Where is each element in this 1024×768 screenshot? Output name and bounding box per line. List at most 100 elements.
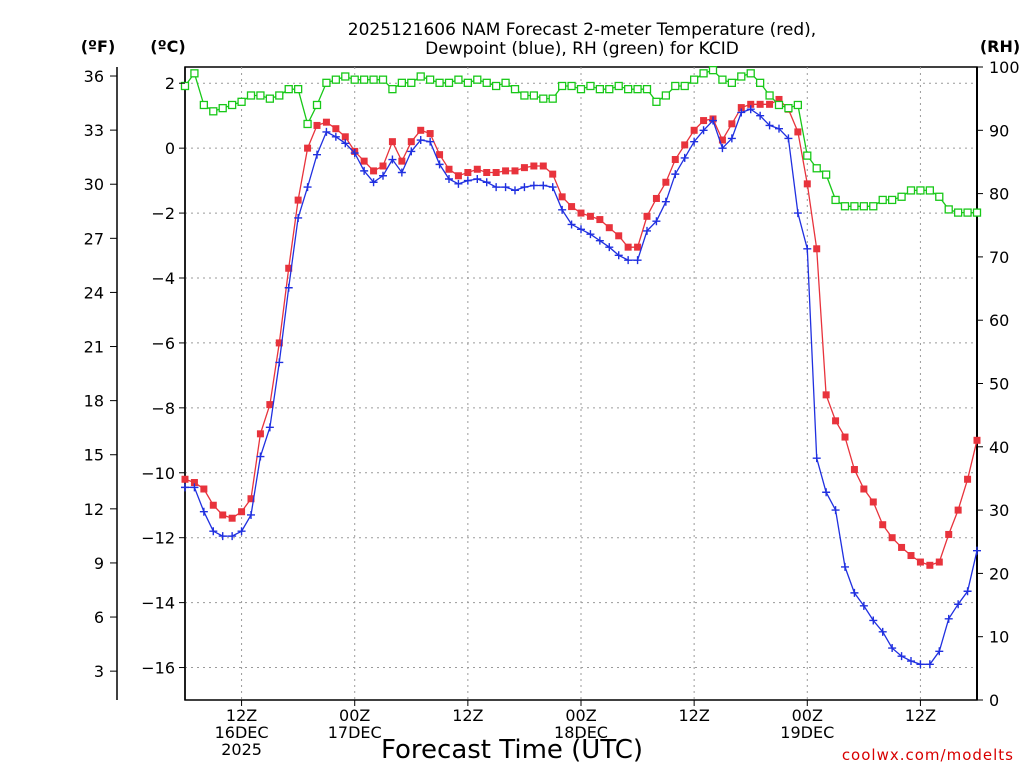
- temperature-point: [841, 433, 849, 441]
- rh-tick-label: 30: [989, 501, 1009, 520]
- rh-tick-label: 60: [989, 311, 1009, 330]
- rh-point: [407, 78, 416, 87]
- rh-point: [397, 78, 407, 87]
- temperature-point: [464, 169, 472, 176]
- temperature-point: [747, 100, 755, 108]
- temperature-point: [577, 209, 585, 217]
- rh-point: [256, 91, 265, 100]
- rh-point: [812, 164, 821, 173]
- rh-point: [209, 107, 218, 116]
- plot-area: [116, 66, 982, 701]
- dewpoint-point: [661, 197, 670, 206]
- dewpoint-point: [397, 168, 406, 177]
- rh-tick-label: 0: [989, 691, 999, 710]
- rh-point: [869, 202, 878, 211]
- temperature-point: [718, 136, 726, 144]
- rh-point: [218, 103, 227, 113]
- rh-point: [378, 75, 388, 84]
- temperature-point: [228, 514, 236, 522]
- rh-point: [652, 97, 661, 106]
- temperature-point: [247, 495, 255, 503]
- rh-point: [671, 81, 680, 91]
- rh-point: [859, 202, 869, 211]
- dewpoint-point: [190, 483, 199, 492]
- x-tick-label: 19DEC: [780, 723, 834, 742]
- temperature-point: [539, 162, 547, 170]
- rh-point: [425, 75, 435, 84]
- fahrenheit-tick-label: 18: [84, 392, 104, 411]
- dewpoint-point: [379, 171, 387, 180]
- rh-point: [793, 100, 803, 110]
- dewpoint-point: [181, 483, 189, 492]
- temperature-point: [190, 479, 198, 487]
- dewpoint-point: [595, 236, 604, 245]
- rh-point: [765, 91, 774, 100]
- rh-point: [708, 66, 718, 75]
- temperature-series: [181, 95, 981, 569]
- temperature-point: [794, 128, 802, 136]
- chart-subtitle: Dewpoint (blue), RH (green) for KCID: [425, 39, 739, 59]
- dewpoint-point: [426, 137, 435, 146]
- dewpoint-point: [388, 155, 397, 164]
- x-tick-label: 12Z: [452, 706, 483, 725]
- rh-point: [341, 72, 350, 81]
- dewpoint-point: [624, 256, 633, 265]
- dewpoint-point: [699, 126, 708, 135]
- rh-point: [350, 75, 359, 84]
- temperature-point: [624, 243, 632, 251]
- rh-point: [642, 85, 652, 94]
- rh-point: [699, 69, 708, 78]
- temperature-point: [860, 485, 868, 493]
- x-tick-label: 00Z: [339, 706, 370, 725]
- rh-point: [275, 91, 284, 100]
- x-tick-label: 12Z: [905, 706, 936, 725]
- temperature-point: [586, 212, 594, 220]
- fahrenheit-tick-label: 30: [84, 175, 104, 194]
- temperature-point: [652, 194, 660, 202]
- temperature-point: [728, 120, 736, 128]
- rh-point: [633, 85, 642, 94]
- dewpoint-point: [765, 121, 774, 130]
- gridlines: [185, 67, 977, 700]
- rh-point: [190, 69, 199, 78]
- dewpoint-point: [529, 181, 538, 190]
- dewpoint-point: [784, 134, 793, 143]
- temperature-point: [690, 126, 698, 134]
- dewpoint-point: [812, 454, 821, 463]
- rh-point: [850, 202, 859, 211]
- dewpoint-point: [492, 183, 501, 192]
- dewpoint-point: [859, 601, 868, 610]
- temperature-point: [407, 138, 415, 146]
- dewpoint-point: [265, 423, 274, 432]
- dewpoint-point: [284, 283, 293, 292]
- dewpoint-point: [218, 532, 227, 541]
- rh-point: [595, 85, 605, 94]
- temperature-point: [568, 203, 576, 211]
- dewpoint-point: [643, 226, 651, 235]
- dewpoint-point: [954, 600, 963, 609]
- temperature-point: [850, 466, 858, 474]
- temperature-point: [502, 167, 510, 175]
- fahrenheit-tick-label: 21: [84, 338, 104, 357]
- dewpoint-point: [756, 111, 765, 120]
- celsius-tick-label: −4: [151, 269, 175, 288]
- rh-point: [416, 72, 425, 81]
- rh-point: [840, 202, 850, 211]
- rh-point: [737, 72, 746, 81]
- temperature-point: [322, 118, 330, 126]
- fahrenheit-tick-label: 33: [84, 121, 104, 140]
- fahrenheit-tick-label: 9: [94, 554, 104, 573]
- rh-point: [661, 91, 671, 100]
- rh-point: [567, 81, 576, 91]
- temperature-point: [417, 126, 425, 134]
- x-tick-label: 00Z: [792, 706, 823, 725]
- dewpoint-point: [690, 137, 699, 146]
- rh-tick-label: 70: [989, 248, 1009, 267]
- temperature-point: [907, 552, 915, 560]
- rh-point: [501, 78, 510, 87]
- dewpoint-point: [605, 243, 614, 252]
- temperature-point: [945, 530, 953, 538]
- rh-point: [774, 100, 784, 110]
- temperature-point: [766, 100, 774, 108]
- dewpoint-point: [331, 132, 340, 141]
